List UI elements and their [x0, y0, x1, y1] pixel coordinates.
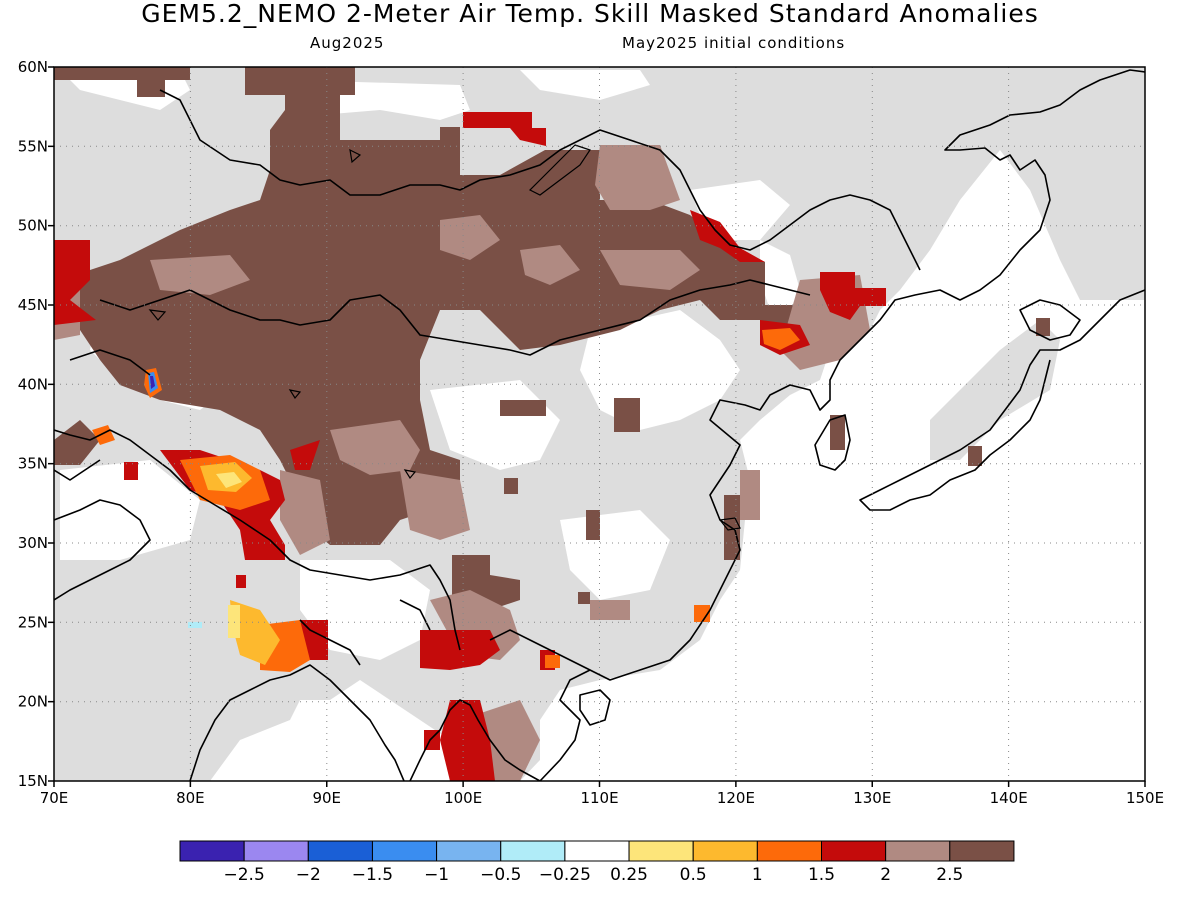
lon-tick-label: 70E	[40, 789, 69, 807]
lat-tick-label: 30N	[18, 534, 48, 552]
lakes	[148, 144, 741, 531]
initial-conditions-label: May2025 initial conditions	[622, 34, 846, 52]
lat-tick-label: 35N	[18, 455, 48, 473]
latitude-axis: 15N 20N 25N 30N 35N 40N 45N 50N 55N 60N	[18, 58, 54, 790]
longitude-axis: 70E 80E 90E 100E 110E 120E 130E 140E 150E	[40, 781, 1164, 807]
anomaly-negative	[144, 368, 202, 628]
colorbar-swatch	[628, 840, 694, 862]
colorbar-swatch	[564, 840, 630, 862]
colorbar-label: −0.5	[480, 865, 521, 885]
lon-tick-label: 140E	[990, 789, 1028, 807]
colorbar-swatch	[179, 840, 245, 862]
valid-month-label: Aug2025	[310, 34, 385, 52]
lat-tick-label: 20N	[18, 693, 48, 711]
lat-tick-label: 60N	[18, 58, 48, 76]
colorbar-swatch	[371, 840, 438, 862]
colorbar-label: 1	[752, 865, 763, 885]
colorbar-label: −0.25	[539, 865, 591, 885]
gridlines	[54, 67, 1145, 781]
colorbar-label: 1.5	[808, 865, 835, 885]
colorbar-label: 0.5	[680, 865, 707, 885]
anomaly-above-2.5	[54, 67, 1050, 610]
colorbar-label: 2.5	[936, 865, 963, 885]
lon-tick-label: 120E	[717, 789, 755, 807]
colorbar-swatch	[500, 840, 566, 862]
colorbar-label: −2	[296, 865, 321, 885]
colorbar-swatch	[243, 840, 309, 862]
colorbar-label: −1.5	[352, 865, 393, 885]
colorbar-swatch	[949, 840, 1015, 862]
colorbar-swatch	[885, 840, 951, 862]
lon-tick-label: 100E	[444, 789, 482, 807]
lon-tick-label: 90E	[312, 789, 341, 807]
colorbar-label: 0.25	[610, 865, 648, 885]
lat-tick-label: 50N	[18, 217, 48, 235]
coastlines-and-borders	[54, 69, 1145, 781]
colorbar-label: −2.5	[224, 865, 265, 885]
lat-tick-label: 55N	[18, 137, 48, 155]
colorbar-swatch	[436, 840, 502, 862]
lat-tick-label: 40N	[18, 375, 48, 393]
colorbar-swatch	[756, 840, 822, 862]
colorbar: −2.5 −2 −1.5 −1 −0.5 −0.25 0.25 0.5 1 1.5 2 2.5	[179, 840, 1015, 885]
lon-tick-label: 110E	[580, 789, 618, 807]
colorbar-swatch	[692, 840, 758, 862]
anomaly-0.25-to-0.5	[216, 472, 242, 638]
lon-tick-label: 150E	[1126, 789, 1164, 807]
colorbar-label: −1	[424, 865, 449, 885]
colorbar-label: 2	[880, 865, 891, 885]
lon-tick-label: 130E	[853, 789, 891, 807]
map-title: GEM5.2_NEMO 2-Meter Air Temp. Skill Mask…	[141, 0, 1039, 28]
colorbar-swatch	[821, 840, 887, 862]
lat-tick-label: 45N	[18, 296, 48, 314]
lat-tick-label: 15N	[18, 772, 48, 790]
colorbar-swatch	[307, 840, 373, 862]
lat-tick-label: 25N	[18, 613, 48, 631]
lon-tick-label: 80E	[176, 789, 205, 807]
